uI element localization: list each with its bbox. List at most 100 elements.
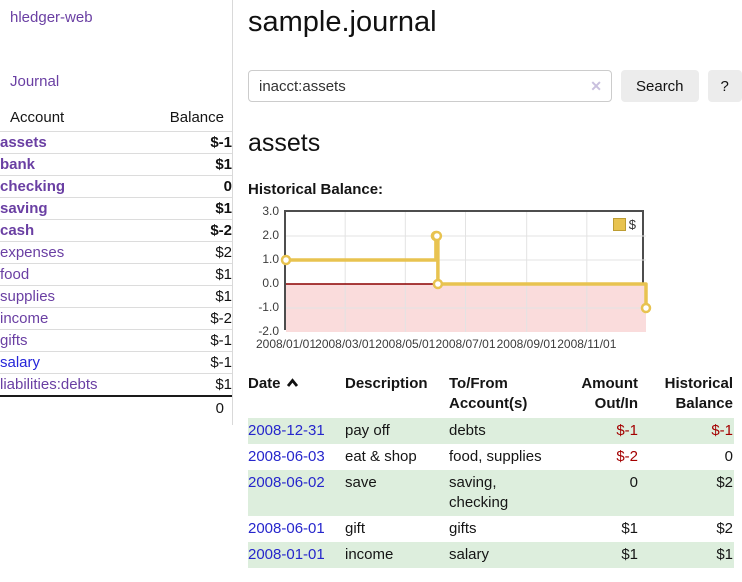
account-link-supplies[interactable]: supplies: [0, 285, 134, 308]
account-row: supplies $1: [0, 285, 232, 308]
y-axis-tick-label: 3.0: [262, 204, 279, 218]
account-row: bank $1: [0, 153, 232, 176]
x-axis-tick-label: 2008/07/01: [435, 337, 496, 351]
register-account-heading: assets: [248, 129, 321, 157]
account-balance: $1: [133, 153, 232, 176]
x-axis-tick-label: 2008/11/01: [557, 337, 617, 351]
transaction-date-link[interactable]: 2008-06-01: [248, 520, 325, 537]
page-title: sample.journal: [248, 6, 437, 38]
account-row: gifts $-1: [0, 329, 232, 352]
transaction-balance: $-1: [711, 422, 733, 439]
transaction-description: gift: [345, 520, 366, 537]
account-row: salary $-1: [0, 351, 232, 374]
account-balance: $2: [133, 241, 232, 264]
account-link-income[interactable]: income: [0, 307, 134, 330]
transaction-tofrom: salary: [449, 546, 490, 563]
legend-swatch-icon: [612, 218, 626, 231]
x-axis-tick-label: 2008/05/01: [375, 337, 436, 351]
transaction-tofrom: saving, checking: [449, 474, 509, 511]
account-link-saving[interactable]: saving: [0, 197, 134, 220]
account-row: checking 0: [0, 175, 232, 198]
account-row: assets $-1: [0, 131, 232, 154]
transaction-balance: 0: [724, 448, 733, 465]
register-col-date-label: Date: [248, 375, 281, 392]
transaction-description: save: [345, 474, 377, 491]
register-col-date[interactable]: Date: [248, 372, 345, 418]
transaction-amount: 0: [629, 474, 638, 491]
accounts-col-account: Account: [10, 109, 65, 126]
search-form: ✕ Search ?: [248, 70, 742, 102]
y-axis-tick-label: -1.0: [258, 300, 279, 314]
chart-title: Historical Balance:: [248, 181, 384, 198]
account-row: income $-2: [0, 307, 232, 330]
x-axis-tick-label: 2008/09/01: [496, 337, 557, 351]
help-button[interactable]: ?: [707, 70, 742, 102]
transaction-amount: $-1: [616, 422, 638, 439]
spacer: [0, 395, 134, 419]
transaction-date-link[interactable]: 2008-12-31: [248, 422, 325, 439]
account-balance: $1: [133, 373, 232, 396]
account-link-checking[interactable]: checking: [0, 175, 134, 198]
register-col-amount: Amount Out/In: [581, 375, 638, 412]
account-row: liabilities:debts $1: [0, 373, 232, 396]
account-balance: $-1: [133, 131, 232, 154]
account-link-expenses[interactable]: expenses: [0, 241, 134, 264]
transaction-balance: $2: [716, 520, 733, 537]
register-table: Date Description To/From Account(s) Amou…: [248, 372, 734, 568]
account-link-salary[interactable]: salary: [0, 351, 134, 374]
transaction-row: 2008-12-31 pay off debts $-1 $-1: [248, 418, 734, 444]
x-axis-tick-label: 2008/03/01: [315, 337, 376, 351]
account-link-gifts[interactable]: gifts: [0, 329, 134, 352]
search-button[interactable]: Search: [621, 70, 699, 102]
transaction-row: 2008-06-01 gift gifts $1 $2: [248, 516, 734, 542]
account-link-bank[interactable]: bank: [0, 153, 134, 176]
app-brand-link[interactable]: hledger-web: [10, 9, 93, 26]
register-col-tofrom: To/From Account(s): [449, 375, 528, 412]
sort-ascending-icon: [286, 374, 299, 394]
register-col-balance: Historical Balance: [664, 375, 733, 412]
page: hledger-web Journal Account Balance asse…: [0, 0, 742, 568]
transaction-date-link[interactable]: 2008-01-01: [248, 546, 325, 563]
transaction-balance: $2: [716, 474, 733, 491]
account-link-cash[interactable]: cash: [0, 219, 134, 242]
transaction-row: 2008-01-01 income salary $1 $1: [248, 542, 734, 568]
y-axis-tick-label: 2.0: [262, 228, 279, 242]
transaction-description: income: [345, 546, 394, 563]
account-link-liabilities-debts[interactable]: liabilities:debts: [0, 373, 134, 396]
search-box: ✕: [248, 70, 612, 102]
chart-plot-area[interactable]: $: [280, 210, 652, 332]
sidebar: hledger-web Journal Account Balance asse…: [0, 0, 233, 425]
transaction-description: eat & shop: [345, 448, 417, 465]
account-row: expenses $2: [0, 241, 232, 264]
transaction-amount: $-2: [616, 448, 638, 465]
account-balance: $-2: [133, 219, 232, 242]
transaction-amount: $1: [621, 520, 638, 537]
transaction-tofrom: gifts: [449, 520, 477, 537]
transaction-date-link[interactable]: 2008-06-03: [248, 448, 325, 465]
chart-legend: $: [611, 217, 637, 232]
accounts-total-row: 0: [0, 395, 232, 419]
y-axis-tick-label: 0.0: [262, 276, 279, 290]
accounts-col-balance: Balance: [169, 109, 224, 126]
transaction-row: 2008-06-03 eat & shop food, supplies $-2…: [248, 444, 734, 470]
account-link-assets[interactable]: assets: [0, 131, 134, 154]
y-axis-tick-label: 1.0: [262, 252, 279, 266]
clear-search-icon[interactable]: ✕: [590, 78, 602, 94]
accounts-header-row: Account Balance: [0, 105, 232, 132]
account-balance: $1: [133, 285, 232, 308]
account-row: cash $-2: [0, 219, 232, 242]
account-row: food $1: [0, 263, 232, 286]
register-col-description: Description: [345, 375, 428, 392]
main-content: sample.journal ✕ Search ? assets Histori…: [233, 0, 742, 568]
transaction-description: pay off: [345, 422, 390, 439]
chart-canvas: [280, 212, 652, 332]
account-balance: $-1: [133, 351, 232, 374]
transaction-balance: $1: [716, 546, 733, 563]
account-link-food[interactable]: food: [0, 263, 134, 286]
transaction-date-link[interactable]: 2008-06-02: [248, 474, 325, 491]
account-balance: $1: [133, 197, 232, 220]
transaction-tofrom: food, supplies: [449, 448, 542, 465]
sidebar-item-journal[interactable]: Journal: [10, 73, 60, 90]
search-input[interactable]: [248, 70, 612, 102]
transaction-amount: $1: [621, 546, 638, 563]
